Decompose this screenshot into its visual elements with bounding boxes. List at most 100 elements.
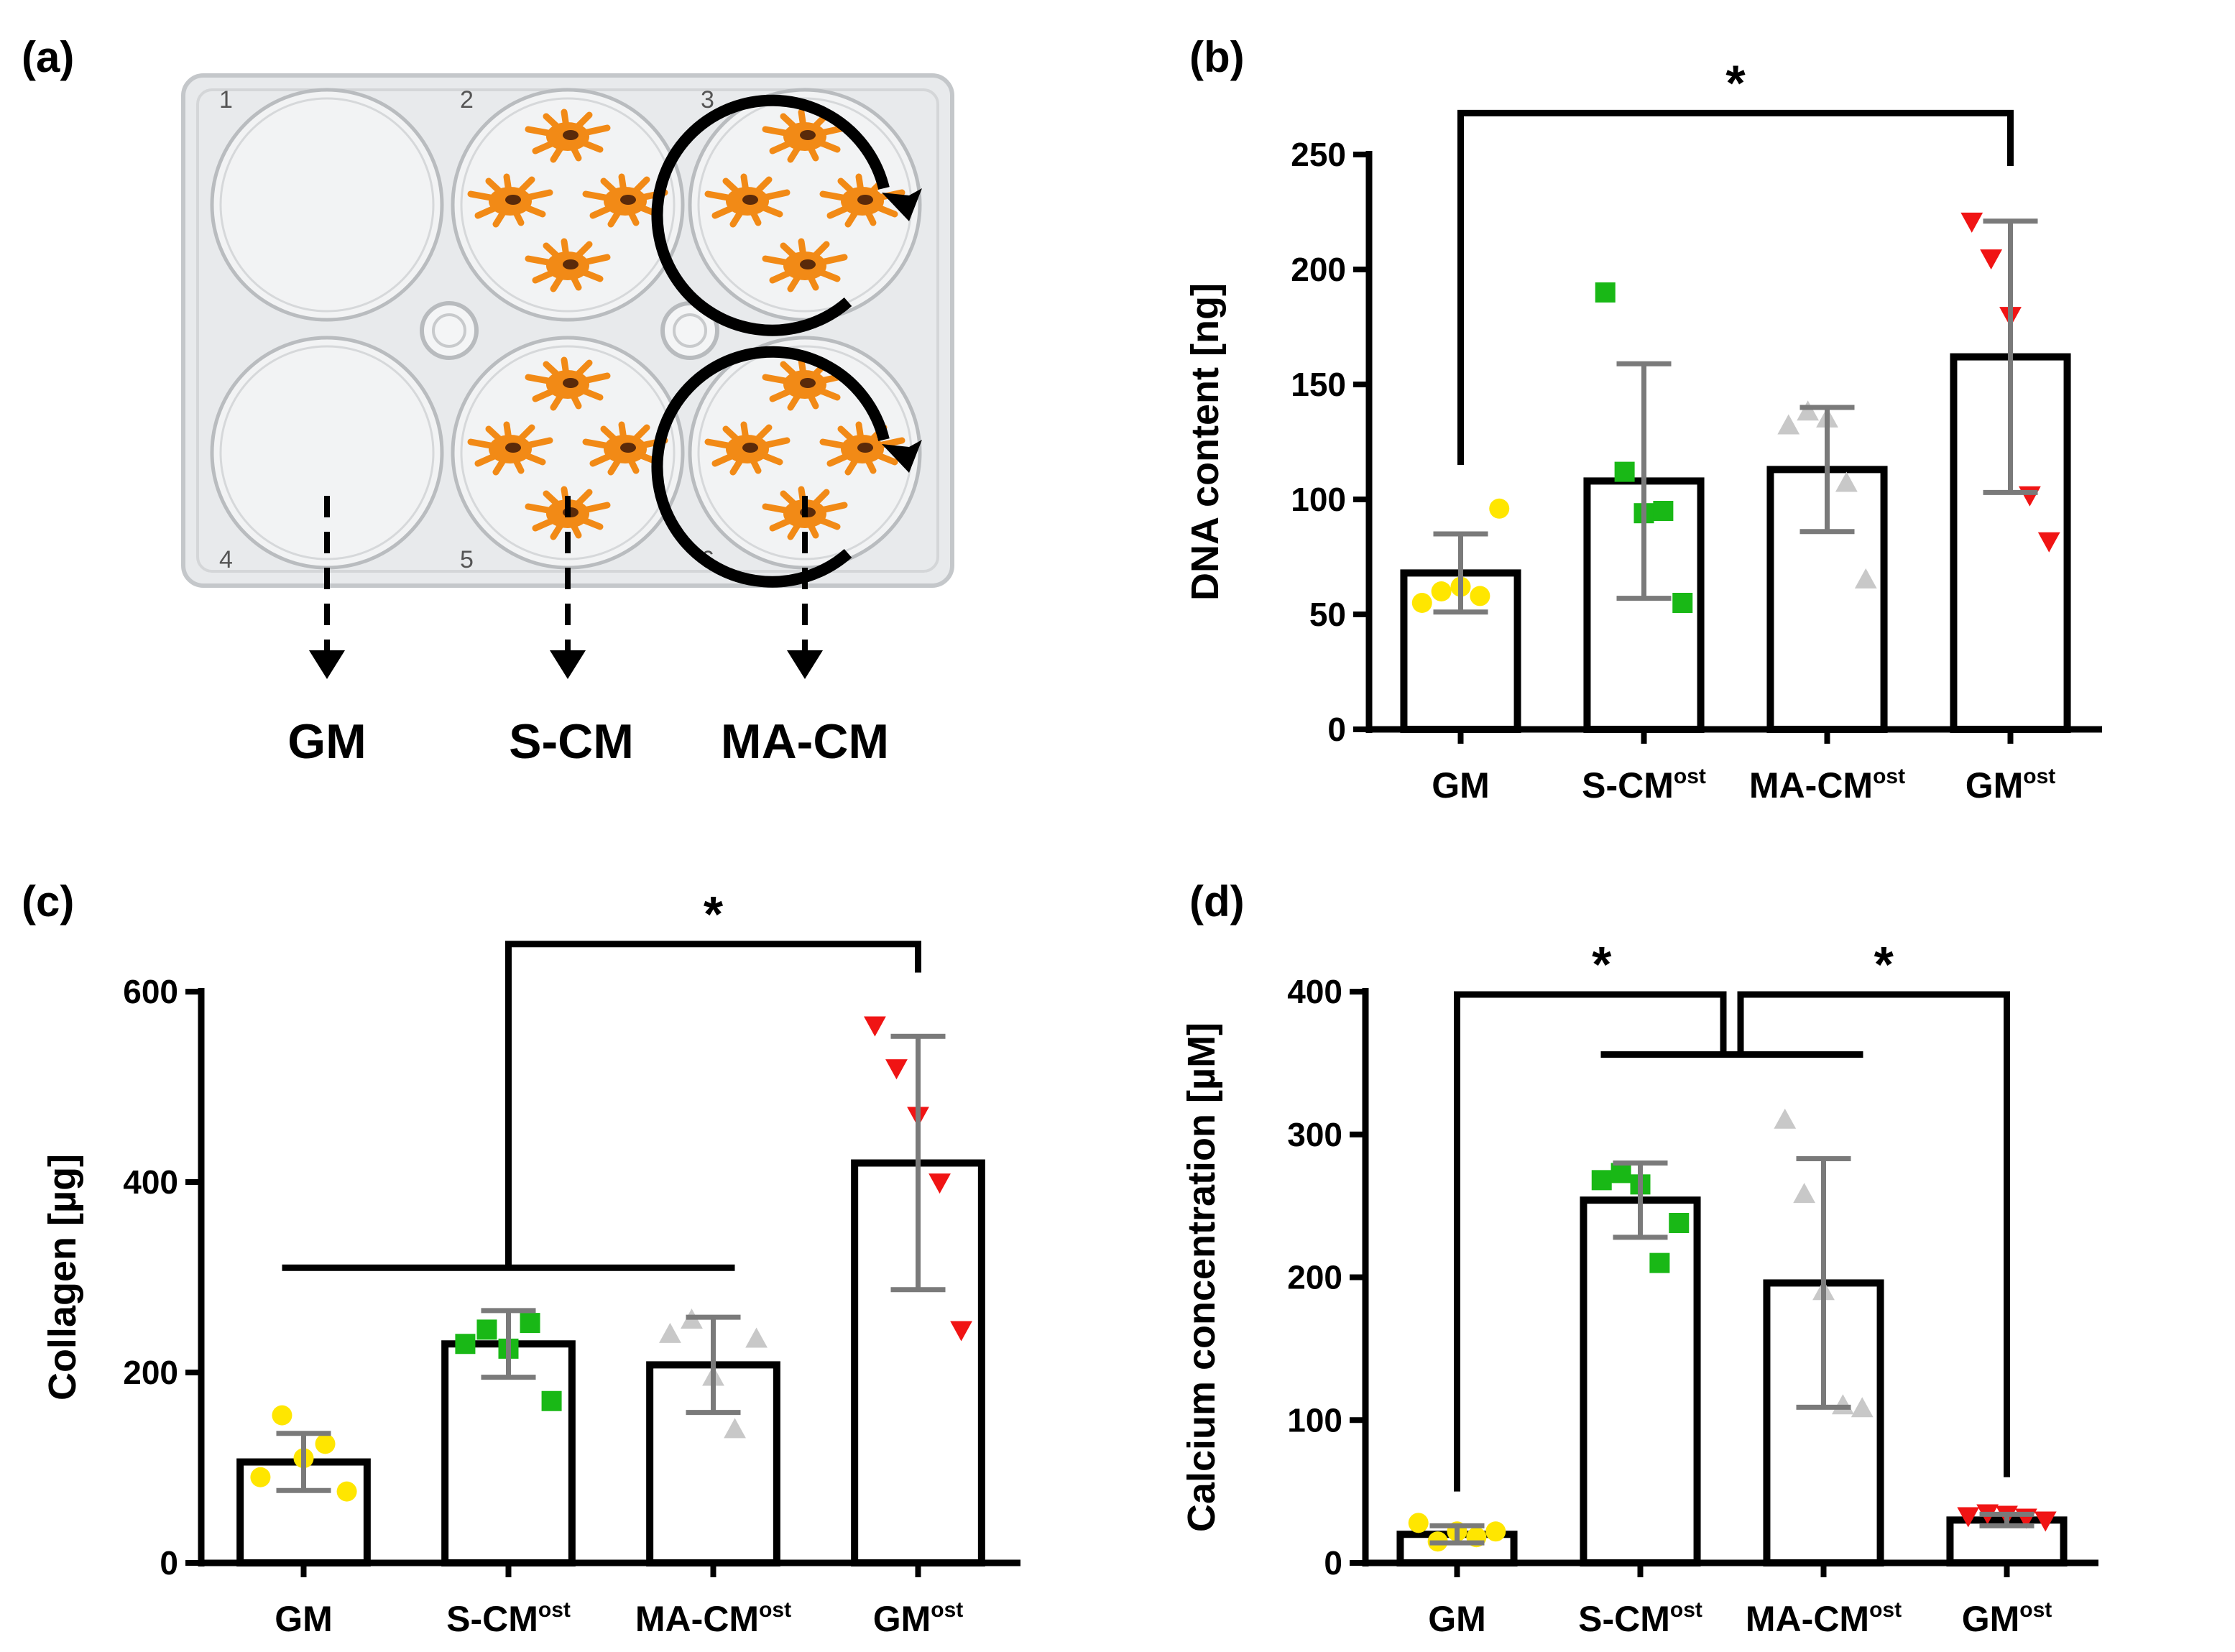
well-2 [451,88,685,322]
category-base: GM [1962,1599,2020,1639]
cell-process [787,381,808,411]
plate-post-inner [673,313,707,348]
x-category-label: GM [1432,765,1490,806]
cell-nucleus [505,443,521,453]
cell-nucleus [563,130,579,140]
cell-process [762,374,808,388]
category-base: GM [1428,1599,1486,1639]
cell-process [704,438,751,453]
cell-process [550,133,571,163]
data-point [1470,586,1490,606]
cell-process [769,262,808,284]
data-point [272,1405,292,1426]
cell-icon [704,173,791,228]
rotation-arrow-bottom [651,346,890,588]
y-tick-label: 150 [1291,366,1346,403]
data-point [1797,400,1820,421]
category-superscript: ost [2023,765,2055,788]
well-inner-ring [460,97,676,313]
cell-process [762,126,808,140]
cell-process [525,374,571,388]
cell-icon [467,173,553,228]
data-point [885,1059,908,1080]
category-base: GM [873,1599,931,1639]
cell-nucleus [563,378,579,388]
cell-process [582,438,629,453]
cell-process [525,126,571,140]
cell-process [532,262,571,284]
cell-process [550,381,571,411]
well-number: 4 [219,546,233,573]
category-base: MA-CM [635,1599,759,1639]
data-point [928,1173,951,1194]
rotation-arrow-head-bottom [882,440,922,473]
y-tick-label: 0 [1327,711,1346,748]
cell-process [532,133,571,154]
cell-nucleus [742,195,758,205]
cell-process [826,446,866,467]
data-point [1408,1513,1429,1533]
cell-process [826,198,866,219]
category-base: S-CM [1578,1599,1670,1639]
x-category-label: GM [275,1599,333,1639]
y-tick-label: 400 [1287,973,1342,1010]
significance-star: * [704,886,724,942]
cell-nucleus [505,195,521,205]
y-tick-label: 400 [123,1163,178,1201]
data-point [336,1481,357,1502]
cell-process [532,510,571,532]
cell-nucleus [857,195,873,205]
significance-bracket [1457,109,2014,465]
significance-star: * [1592,936,1612,992]
cell-nucleus [742,443,758,453]
panel-label-a: (a) [22,33,74,81]
cell-icon [525,486,611,540]
cell-process [711,446,751,467]
cell-process [467,190,514,205]
data-point [1835,471,1858,492]
data-point [2037,532,2060,553]
data-point [1614,461,1635,482]
x-category-label: GMost [873,1598,964,1639]
data-point [2034,1511,2057,1532]
cell-nucleus [857,443,873,453]
cell-process [769,510,808,532]
cell-process [550,510,571,540]
x-category-label: GMost [1962,1598,2052,1639]
y-tick-label: 0 [160,1544,178,1582]
data-point [950,1321,972,1342]
cell-process [711,198,751,219]
plate-post-inner [432,313,466,348]
cell-process [769,133,808,154]
y-tick-label: 250 [1291,136,1346,173]
data-point [1649,1252,1670,1273]
data-point [724,1418,746,1439]
significance-star: * [1725,55,1746,111]
data-point [1485,1521,1506,1542]
cell-process [550,262,571,292]
well-number: 3 [701,86,714,114]
cell-process [762,255,808,269]
cell-process [787,133,808,163]
data-point [476,1319,497,1340]
significance-bracket [505,941,921,1268]
data-point [1672,593,1693,613]
data-point [1774,1108,1797,1129]
well-number: 5 [460,546,474,573]
rotation-arrow-head-top [882,188,922,221]
cell-nucleus [563,259,579,269]
category-superscript: ost [1873,765,1905,788]
cell-process [474,446,514,467]
plate-post [420,301,479,360]
category-superscript: ost [931,1598,963,1622]
x-category-label: GM [1428,1599,1486,1639]
category-superscript: ost [1674,765,1706,788]
cell-icon [819,421,905,476]
cell-process [525,255,571,269]
rotation-arrow-top [651,94,890,336]
category-superscript: ost [1670,1598,1702,1622]
data-point [455,1334,476,1355]
data-point [1957,1507,1980,1528]
significance-star: * [1874,936,1894,992]
